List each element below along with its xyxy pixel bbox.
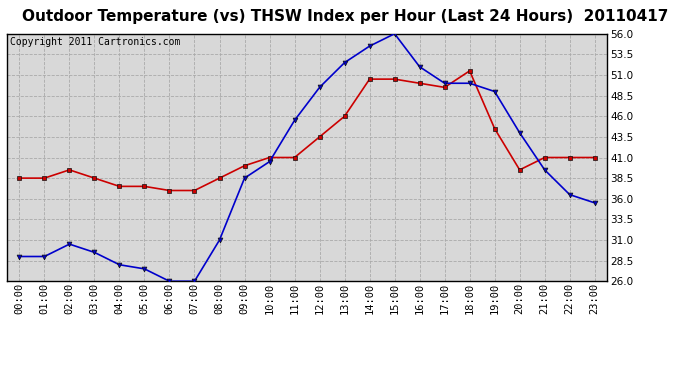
Text: Outdoor Temperature (vs) THSW Index per Hour (Last 24 Hours)  20110417: Outdoor Temperature (vs) THSW Index per … (22, 9, 668, 24)
Text: Copyright 2011 Cartronics.com: Copyright 2011 Cartronics.com (10, 38, 180, 48)
